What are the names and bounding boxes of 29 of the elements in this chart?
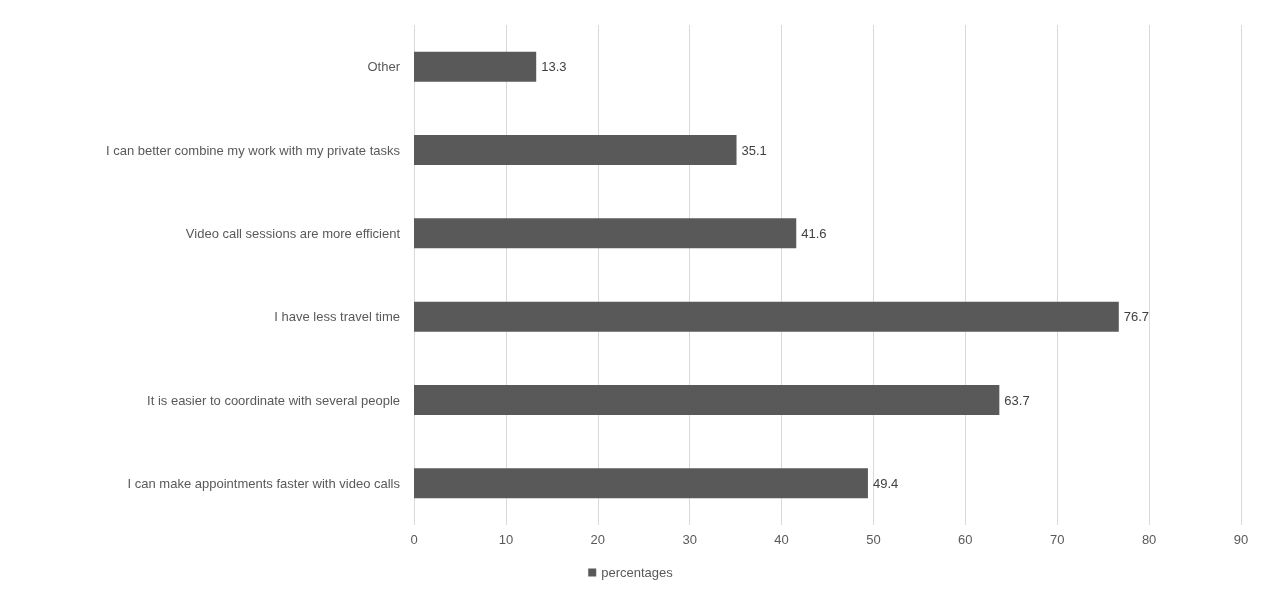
x-tick-label: 30	[682, 532, 697, 547]
x-tick-label: 90	[1233, 532, 1249, 547]
x-tick-label: 0	[410, 532, 418, 547]
data-label: 49.4	[872, 475, 899, 491]
x-tick-label: 10	[498, 532, 514, 547]
bar	[414, 301, 1119, 332]
y-tick-label: I can better combine my work with my private tasks	[105, 142, 401, 158]
y-tick-label: I can make appointments faster with video calls	[127, 475, 401, 491]
bar	[414, 468, 868, 499]
data-label: 35.1	[741, 142, 767, 158]
bar	[414, 218, 797, 249]
data-label: 76.7	[1123, 309, 1150, 325]
x-tick-label: 80	[1141, 532, 1157, 547]
bar	[414, 385, 1000, 415]
data-label: 41.6	[801, 225, 827, 241]
bar	[414, 135, 737, 165]
data-label: 13.3	[541, 59, 567, 75]
x-tick-label: 20	[590, 532, 606, 547]
bar	[414, 51, 537, 82]
y-tick-label: I have less travel time	[274, 309, 400, 325]
x-tick-label: 70	[1049, 532, 1065, 547]
y-tick-label: Video call sessions are more efficient	[185, 225, 401, 241]
x-tick-label: 50	[866, 532, 881, 547]
y-tick-label: It is easier to coordinate with several people	[147, 392, 400, 408]
y-tick-label: Other	[367, 59, 401, 75]
x-tick-label: 40	[774, 532, 789, 547]
x-tick-label: 60	[958, 532, 973, 547]
data-label: 63.7	[1004, 392, 1030, 408]
legend-label: percentages	[601, 565, 674, 580]
